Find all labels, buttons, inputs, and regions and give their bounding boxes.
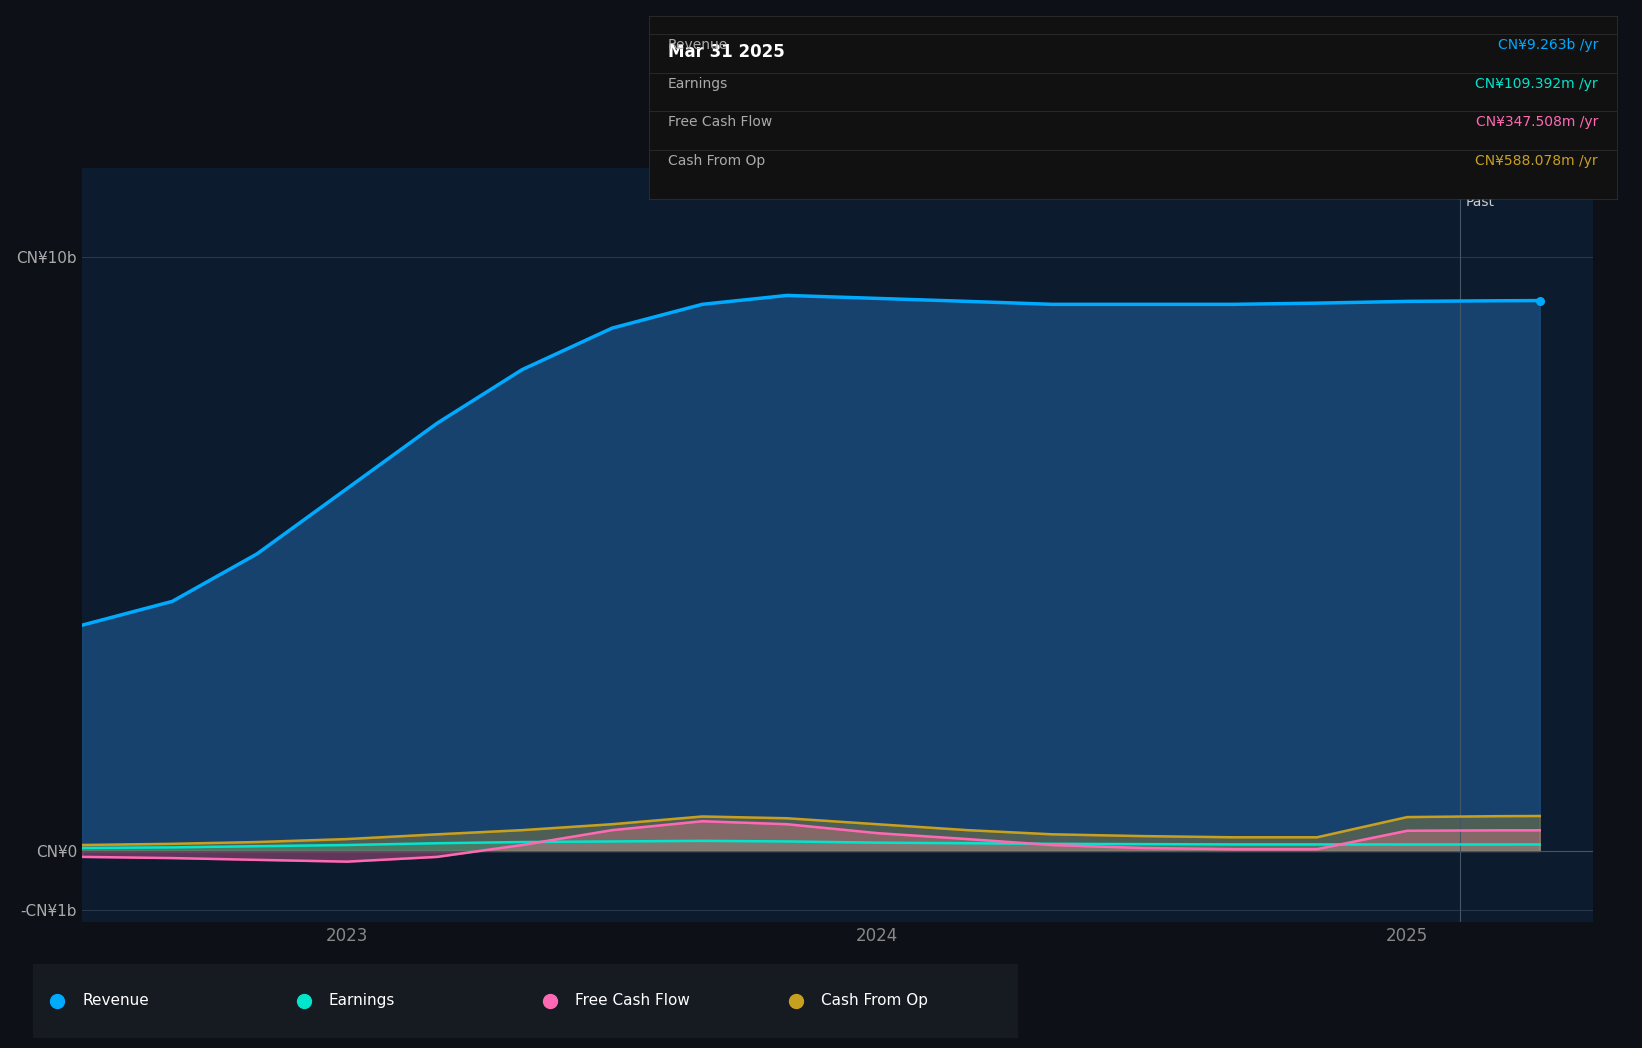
Text: Free Cash Flow: Free Cash Flow	[575, 994, 690, 1008]
Text: Free Cash Flow: Free Cash Flow	[668, 115, 772, 129]
Text: Mar 31 2025: Mar 31 2025	[668, 43, 785, 61]
Text: Cash From Op: Cash From Op	[821, 994, 928, 1008]
Text: Revenue: Revenue	[82, 994, 149, 1008]
Point	[1527, 292, 1553, 309]
Text: Cash From Op: Cash From Op	[668, 154, 765, 168]
Text: Earnings: Earnings	[328, 994, 394, 1008]
Text: CN¥588.078m /yr: CN¥588.078m /yr	[1476, 154, 1598, 168]
Text: Earnings: Earnings	[668, 77, 727, 91]
Text: Revenue: Revenue	[668, 39, 727, 52]
Text: CN¥347.508m /yr: CN¥347.508m /yr	[1476, 115, 1598, 129]
Text: Past: Past	[1466, 195, 1494, 209]
Text: CN¥109.392m /yr: CN¥109.392m /yr	[1476, 77, 1598, 91]
Text: CN¥9.263b /yr: CN¥9.263b /yr	[1498, 39, 1598, 52]
